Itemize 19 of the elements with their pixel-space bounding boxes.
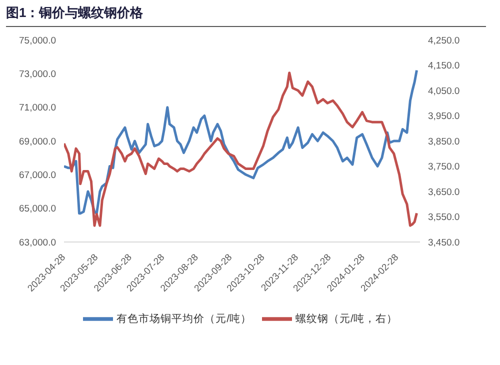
y-tick-label: 67,000.0 [19,170,56,182]
y-tick-label: 63,000.0 [19,237,56,248]
chart-title: 图1：铜价与螺纹钢价格 [6,4,486,27]
y2-tick-label: 4,150.0 [428,60,460,72]
y2-tick-label: 3,750.0 [428,162,460,173]
y2-tick-label: 4,050.0 [428,86,460,97]
y2-tick-label: 3,850.0 [428,136,460,148]
y2-tick-label: 3,650.0 [428,186,460,198]
y2-tick-label: 3,550.0 [428,212,460,224]
y-tick-label: 75,000.0 [19,35,56,46]
y-tick-label: 65,000.0 [19,204,56,215]
y-tick-label: 71,000.0 [19,102,56,114]
y2-tick-label: 3,450.0 [428,237,460,248]
y2-tick-label: 3,950.0 [428,111,460,122]
legend-label: 螺纹钢（元/吨，右） [296,312,398,325]
y-tick-label: 69,000.0 [19,136,56,148]
y2-tick-label: 4,250.0 [428,35,460,46]
legend-label: 有色市场铜平均价（元/吨） [116,312,252,325]
y-tick-label: 73,000.0 [19,69,56,80]
